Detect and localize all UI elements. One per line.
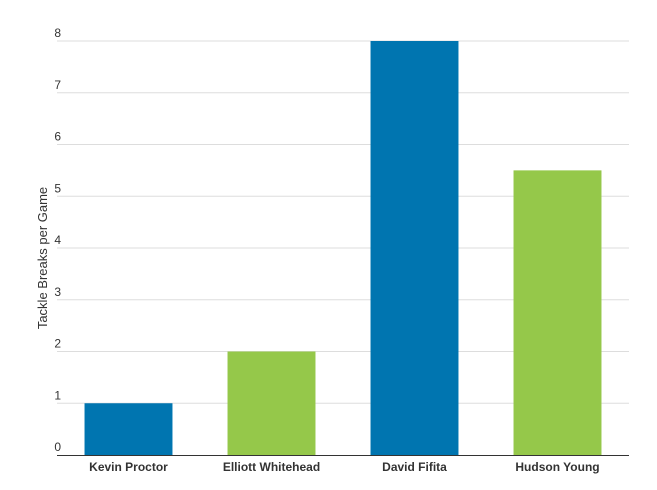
y-tick-label: 5: [54, 181, 61, 195]
x-axis-ticks: Kevin Proctor Elliott Whitehead David Fifi…: [89, 460, 599, 474]
y-tick-label: 7: [54, 78, 61, 92]
bars: [84, 41, 602, 455]
bar: [370, 41, 459, 455]
y-tick-label: 8: [54, 26, 61, 40]
x-tick-label: David Fifita: [382, 460, 447, 474]
y-tick-label: 3: [54, 285, 61, 299]
bar: [84, 403, 173, 455]
bar: [513, 170, 602, 455]
gridlines: [57, 40, 629, 404]
bar: [227, 351, 316, 455]
y-tick-label: 2: [54, 337, 61, 351]
y-tick-label: 4: [54, 233, 61, 247]
x-tick-label: Hudson Young: [515, 460, 599, 474]
x-tick-label: Elliott Whitehead: [223, 460, 320, 474]
y-tick-label: 1: [54, 388, 61, 402]
x-tick-label: Kevin Proctor: [89, 460, 168, 474]
y-axis-title: Tackle Breaks per Game: [35, 187, 50, 329]
y-tick-label: 0: [54, 440, 61, 454]
y-axis-ticks: 0 1 2 3 4 5 6 7 8: [54, 26, 61, 454]
y-tick-label: 6: [54, 130, 61, 144]
